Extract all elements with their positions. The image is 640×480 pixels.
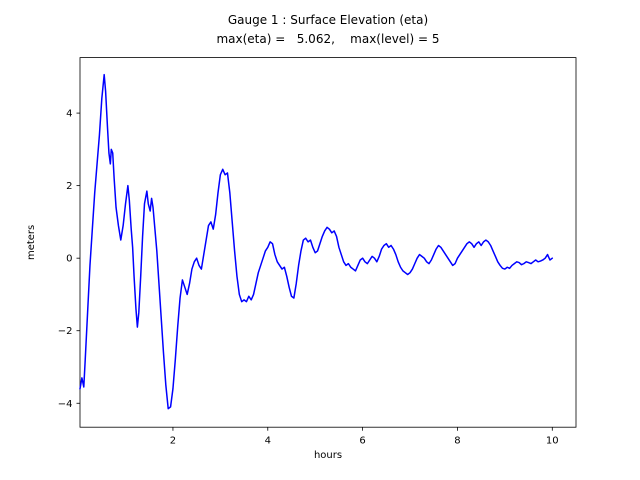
chart-title: Gauge 1 : Surface Elevation (eta) <box>228 13 428 27</box>
y-tick-label: −2 <box>58 326 73 337</box>
x-axis-label: hours <box>314 450 342 461</box>
x-tick-label: 10 <box>546 436 559 447</box>
x-axis-ticks: 2 4 6 8 10 <box>170 427 559 447</box>
chart-subtitle: max(eta) = 5.062, max(level) = 5 <box>216 32 439 46</box>
y-tick-label: 0 <box>66 254 72 265</box>
x-tick-label: 6 <box>359 436 365 447</box>
y-tick-label: −4 <box>58 399 73 410</box>
eta-line <box>79 73 554 410</box>
y-axis-ticks: −4 −2 0 2 4 <box>58 109 80 410</box>
x-tick-label: 2 <box>170 436 176 447</box>
x-tick-label: 8 <box>454 436 460 447</box>
axes-spines <box>79 57 577 428</box>
x-tick-label: 4 <box>265 436 271 447</box>
data-series <box>79 73 554 410</box>
y-tick-label: 4 <box>66 109 72 120</box>
y-axis-label: meters <box>26 225 37 260</box>
y-tick-label: 2 <box>66 181 72 192</box>
